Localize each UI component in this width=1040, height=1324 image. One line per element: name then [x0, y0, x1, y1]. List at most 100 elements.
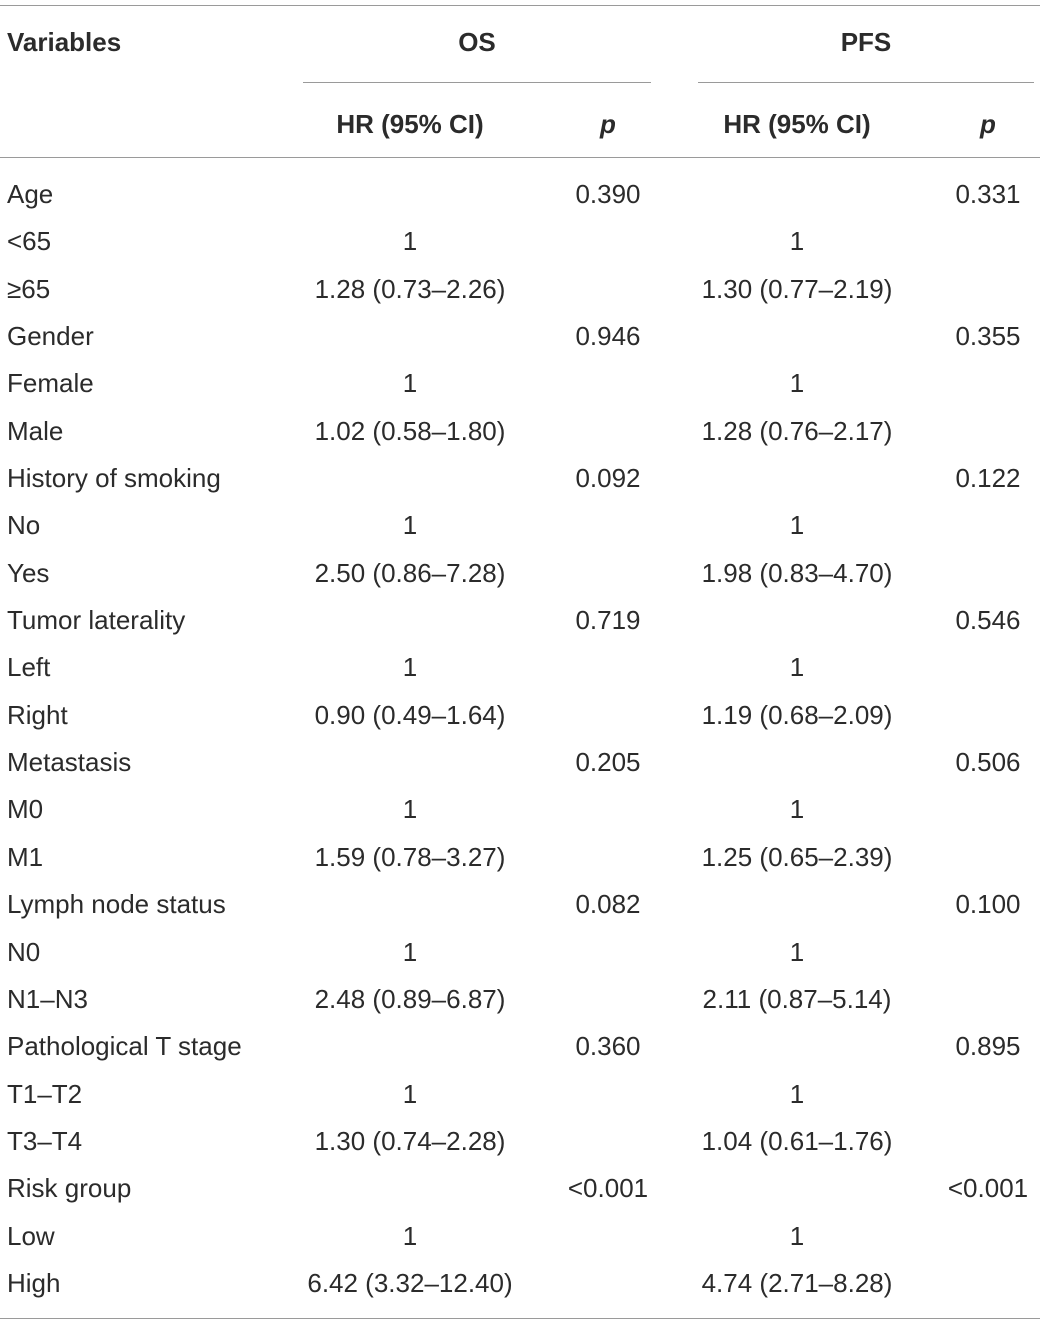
cell-variable: Pathological T stage: [7, 1031, 242, 1062]
table-row: Right 0.90 (0.49–1.64) 1.19 (0.68–2.09): [0, 692, 1040, 739]
cell-variable: T1–T2: [7, 1078, 83, 1109]
cell-os-hr: 1: [402, 652, 418, 683]
table-row: M0 1 1: [0, 786, 1040, 833]
cell-variable: History of smoking: [7, 463, 221, 494]
cell-os-hr: 1: [402, 510, 418, 541]
cell-variable: M1: [7, 841, 44, 872]
cell-os-hr: 1.30 (0.74–2.28): [314, 1125, 506, 1156]
cell-os-hr: 1.02 (0.58–1.80): [314, 415, 506, 446]
cell-pfs-hr: 1: [789, 794, 805, 825]
table-body: Age 0.390 0.331 <65 1 1 ≥65 1.28 (0.73–2.26) 1.3…: [0, 171, 1040, 1307]
cell-pfs-hr: 4.74 (2.71–8.28): [701, 1267, 893, 1298]
cell-variable: Risk group: [7, 1173, 132, 1204]
table-row: N1–N3 2.48 (0.89–6.87) 2.11 (0.87–5.14): [0, 976, 1040, 1023]
table-row: M1 1.59 (0.78–3.27) 1.25 (0.65–2.39): [0, 834, 1040, 881]
table-header-rule: [0, 157, 1040, 158]
cell-os-p: 0.946: [575, 321, 641, 352]
header-pfs-p: p: [980, 109, 996, 139]
cell-pfs-hr: 1: [789, 226, 805, 257]
cell-variable: N0: [7, 936, 41, 967]
cell-pfs-hr: 1: [789, 1220, 805, 1251]
cell-variable: Tumor laterality: [7, 605, 186, 636]
table-row: T1–T2 1 1: [0, 1071, 1040, 1118]
table-row: Age 0.390 0.331: [0, 171, 1040, 218]
table-row: No 1 1: [0, 502, 1040, 549]
cell-pfs-hr: 1: [789, 936, 805, 967]
cell-pfs-p: 0.331: [955, 179, 1021, 209]
cell-pfs-hr: 1.30 (0.77–2.19): [701, 273, 893, 304]
cell-pfs-hr: 1.19 (0.68–2.09): [701, 699, 893, 730]
table-row: N0 1 1: [0, 929, 1040, 976]
header-os-hr: HR (95% CI): [336, 109, 484, 139]
cell-os-hr: 1: [402, 1220, 418, 1251]
table-row: History of smoking 0.092 0.122: [0, 455, 1040, 502]
table-row: Low 1 1: [0, 1213, 1040, 1260]
cell-pfs-p: 0.506: [955, 747, 1021, 778]
table-top-rule: [0, 5, 1040, 6]
cell-variable: Lymph node status: [7, 889, 226, 920]
cell-os-hr: 1: [402, 936, 418, 967]
cell-os-p: 0.360: [575, 1031, 641, 1062]
pfs-group-rule: [698, 82, 1034, 83]
cell-pfs-p: 0.546: [955, 605, 1021, 636]
header-pfs: PFS: [840, 27, 892, 57]
cell-pfs-hr: 1: [789, 368, 805, 399]
table-row: Left 1 1: [0, 644, 1040, 691]
table-row: Tumor laterality 0.719 0.546: [0, 597, 1040, 644]
cell-os-hr: 1: [402, 226, 418, 257]
cell-os-hr: 2.50 (0.86–7.28): [314, 557, 506, 588]
cell-os-hr: 2.48 (0.89–6.87): [314, 983, 506, 1014]
cell-os-hr: 1: [402, 794, 418, 825]
header-os: OS: [458, 27, 496, 57]
table-row: Lymph node status 0.082 0.100: [0, 881, 1040, 928]
cell-pfs-p: 0.100: [955, 889, 1021, 920]
cell-os-hr: 1.28 (0.73–2.26): [314, 273, 506, 304]
cell-variable: <65: [7, 226, 52, 257]
cell-variable: Left: [7, 652, 51, 683]
cell-os-hr: 1: [402, 1078, 418, 1109]
table-row: Gender 0.946 0.355: [0, 313, 1040, 360]
cell-pfs-hr: 1: [789, 1078, 805, 1109]
header-pfs-hr: HR (95% CI): [723, 109, 871, 139]
cell-variable: ≥65: [7, 273, 51, 304]
table-row: <65 1 1: [0, 218, 1040, 265]
cell-os-hr: 1: [402, 368, 418, 399]
cell-variable: Age: [7, 179, 54, 209]
header-variables: Variables: [7, 27, 122, 57]
table-row: Metastasis 0.205 0.506: [0, 739, 1040, 786]
cell-variable: Metastasis: [7, 747, 132, 778]
cell-pfs-hr: 1.04 (0.61–1.76): [701, 1125, 893, 1156]
table-row: Risk group <0.001 <0.001: [0, 1165, 1040, 1212]
cell-pfs-p: 0.122: [955, 463, 1021, 494]
cell-pfs-hr: 2.11 (0.87–5.14): [702, 983, 892, 1014]
table-row: Female 1 1: [0, 360, 1040, 407]
table-row: ≥65 1.28 (0.73–2.26) 1.30 (0.77–2.19): [0, 266, 1040, 313]
cell-variable: M0: [7, 794, 44, 825]
cell-variable: T3–T4: [7, 1125, 83, 1156]
table-row: T3–T4 1.30 (0.74–2.28) 1.04 (0.61–1.76): [0, 1118, 1040, 1165]
cell-os-p: 0.092: [575, 463, 641, 494]
table-bottom-rule: [0, 1318, 1040, 1319]
table-row: Yes 2.50 (0.86–7.28) 1.98 (0.83–4.70): [0, 550, 1040, 597]
cell-variable: High: [7, 1267, 61, 1298]
header-os-p: p: [600, 109, 616, 139]
table-row: High 6.42 (3.32–12.40) 4.74 (2.71–8.28): [0, 1260, 1040, 1307]
cell-os-hr: 6.42 (3.32–12.40): [307, 1267, 513, 1298]
cell-variable: Gender: [7, 321, 94, 352]
cell-variable: Male: [7, 415, 64, 446]
cell-variable: Female: [7, 368, 94, 399]
cell-pfs-hr: 1.25 (0.65–2.39): [701, 841, 893, 872]
cell-variable: N1–N3: [7, 983, 88, 1014]
cell-os-p: 0.390: [575, 179, 641, 209]
table-row: Pathological T stage 0.360 0.895: [0, 1023, 1040, 1070]
cell-pfs-hr: 1.98 (0.83–4.70): [701, 557, 893, 588]
cell-variable: Right: [7, 699, 68, 730]
cell-pfs-p: 0.355: [955, 321, 1021, 352]
cell-os-p: 0.082: [575, 889, 641, 920]
cell-variable: Low: [7, 1220, 55, 1251]
cell-os-hr: 0.90 (0.49–1.64): [314, 699, 506, 730]
table-row: Male 1.02 (0.58–1.80) 1.28 (0.76–2.17): [0, 408, 1040, 455]
cell-os-p: <0.001: [567, 1173, 649, 1204]
cell-pfs-p: <0.001: [947, 1173, 1029, 1204]
os-group-rule: [303, 82, 651, 83]
